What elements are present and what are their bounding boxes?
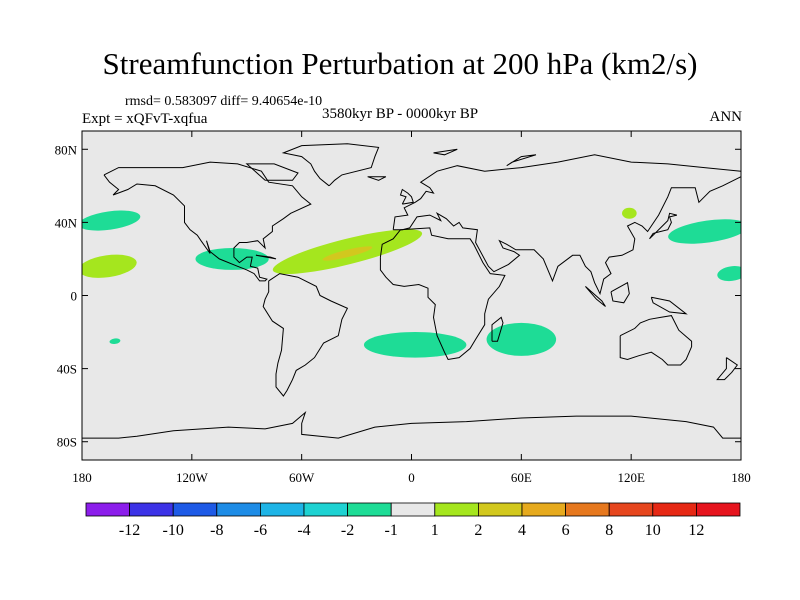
x-tick-label: 60E — [511, 470, 532, 485]
coastline-antarctica — [82, 410, 741, 439]
contour-region-4 — [322, 246, 373, 261]
contour-region-2 — [195, 247, 269, 270]
colorbar-swatch — [172, 502, 218, 517]
coastline-cuba — [255, 254, 277, 260]
contour-region-0 — [82, 210, 141, 231]
colorbar-label: 10 — [645, 522, 661, 539]
contour-region-8 — [109, 338, 121, 345]
colorbar-swatch — [608, 502, 654, 517]
colorbar-label: -10 — [163, 522, 184, 539]
contour-region-7 — [717, 266, 741, 282]
colorbar-label: 8 — [605, 522, 613, 539]
colorbar-label: -4 — [297, 522, 310, 539]
coastline-baffin — [245, 163, 299, 181]
coastline-sumatra — [585, 286, 606, 307]
x-tick-label: 120W — [176, 470, 209, 485]
coastline-svalbard — [433, 148, 458, 156]
colorbar-swatch — [303, 502, 348, 517]
colorbar-swatch — [565, 502, 610, 517]
coastline-africa — [379, 227, 506, 361]
y-tick-label: 80S — [57, 435, 77, 450]
contour-region-5 — [622, 207, 637, 219]
y-tick-label: 40S — [57, 362, 77, 377]
period-label: 3580kyr BP - 0000kyr BP — [322, 106, 479, 122]
colorbar-label: -8 — [210, 522, 223, 539]
season-label: ANN — [709, 109, 743, 125]
contour-region-10 — [486, 322, 557, 356]
colorbar-swatch — [434, 502, 479, 517]
colorbar: -12 -10 -8 -6 -4 -2 -1 1 2 4 6 8 10 12 — [85, 502, 741, 539]
x-tick-label: 0 — [408, 470, 415, 485]
colorbar-swatch — [347, 502, 392, 517]
colorbar-label: -1 — [385, 522, 398, 539]
colorbar-swatch — [216, 502, 261, 517]
y-tick-label: 0 — [71, 289, 78, 304]
coastline-north-america — [103, 161, 312, 282]
contour-region-6 — [668, 219, 741, 244]
coastline-new-zealand — [716, 357, 739, 381]
coastline-layer — [82, 143, 741, 439]
x-tick-label: 180 — [72, 470, 92, 485]
colorbar-swatch — [85, 502, 130, 517]
contour-region-1 — [82, 254, 137, 278]
contour-layer — [82, 207, 741, 358]
coastline-australia — [619, 315, 693, 366]
coastline-south-america — [262, 273, 349, 397]
coastline-uk — [399, 188, 414, 205]
colorbar-label: -6 — [254, 522, 267, 539]
colorbar-swatch — [696, 502, 741, 517]
colorbar-swatch — [259, 502, 305, 517]
coastline-madagascar — [491, 316, 504, 342]
coastline-eurasia — [392, 154, 741, 296]
coastline-japan — [649, 212, 678, 240]
contour-region-9 — [363, 332, 467, 358]
y-tick-label: 80N — [55, 142, 78, 157]
coastline-new-guinea — [650, 296, 688, 315]
axes-layer: 180 120W 60W 0 60E 120E 180 80N 40N 0 40S 80S — [55, 131, 751, 485]
colorbar-label: -2 — [341, 522, 354, 539]
colorbar-label: 12 — [688, 522, 704, 539]
colorbar-label: 4 — [518, 522, 526, 539]
map-background — [82, 131, 741, 460]
coastline-greenland — [281, 143, 380, 187]
colorbar-swatch — [477, 502, 523, 517]
colorbar-swatch — [390, 502, 436, 517]
x-tick-label: 180 — [731, 470, 751, 485]
x-tick-label: 60W — [289, 470, 315, 485]
coastline-borneo — [610, 281, 630, 304]
colorbar-swatch — [521, 502, 566, 517]
coastline-iceland — [367, 176, 387, 181]
y-tick-label: 40N — [55, 215, 78, 230]
colorbar-label: 2 — [474, 522, 482, 539]
coastline-novaya-zemlya — [506, 154, 537, 167]
rmsd-stats: rmsd= 0.583097 diff= 9.40654e-10 — [125, 94, 323, 109]
colorbar-label: -12 — [119, 522, 140, 539]
colorbar-swatch — [652, 502, 697, 517]
colorbar-swatch — [129, 502, 174, 517]
x-tick-label: 120E — [617, 470, 645, 485]
experiment-label: Expt = xQFvT-xqfua — [82, 111, 208, 127]
colorbar-label: 1 — [431, 522, 439, 539]
colorbar-label: 6 — [562, 522, 570, 539]
chart-title: Streamfunction Perturbation at 200 hPa (… — [102, 46, 698, 81]
